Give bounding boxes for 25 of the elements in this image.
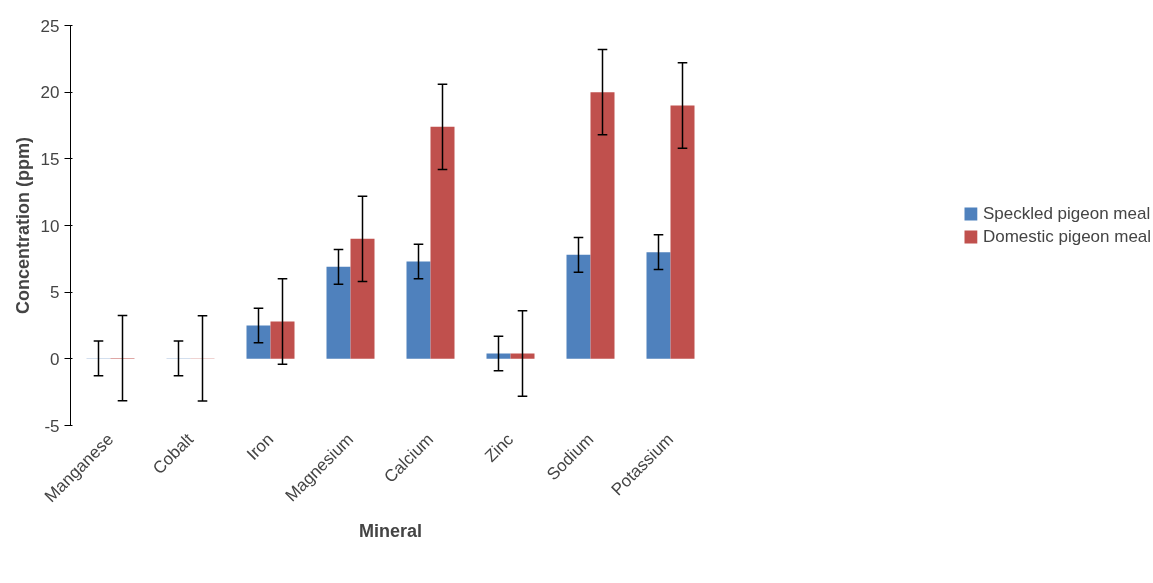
y-tick-label: 5 [50,283,60,303]
bar [406,261,431,359]
bar [670,105,695,359]
y-axis-title: Concentration (ppm) [12,136,33,314]
bar [646,252,671,359]
bar [326,266,351,359]
bar [430,126,455,359]
bar [590,92,615,359]
bar [510,353,535,359]
legend-label: Speckled pigeon meal [982,203,1151,224]
bar [270,321,295,359]
x-tick-label: Zinc [481,429,518,466]
y-tick-label: 25 [40,16,60,36]
y-tick-label: 20 [40,83,60,103]
x-tick-label: Iron [243,429,278,464]
y-tick-label: 15 [40,149,60,169]
legend-label: Domestic pigeon meal [982,226,1152,247]
bar [566,254,591,359]
bar [350,238,375,359]
y-tick-label: 0 [50,349,60,369]
y-tick-label: -5 [44,416,60,436]
x-axis-title: Mineral [358,520,423,541]
bar [246,325,271,359]
bar [486,353,511,359]
y-tick-label: 10 [40,216,60,236]
